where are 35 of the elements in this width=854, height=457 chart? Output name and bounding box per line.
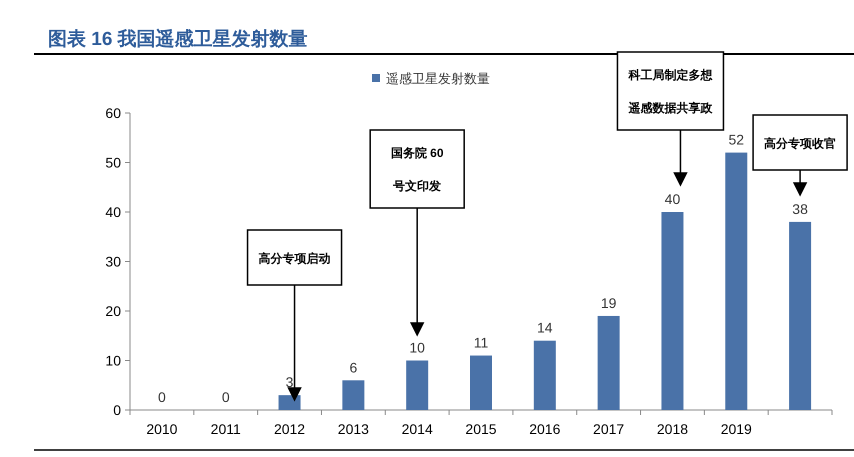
annotation: 高分专项收官 [764,136,836,150]
y-tick-label: 50 [105,154,122,170]
x-tick-label: 2013 [338,421,370,437]
data-label: 14 [537,320,553,336]
data-label: 38 [792,200,808,217]
y-tick-label: 40 [105,204,122,220]
annotation: 科工局制定多想遥感数据共享政 [616,51,724,186]
y-tick-label: 30 [105,254,122,270]
y-tick-label: 20 [105,303,122,319]
x-tick-label: 2018 [656,421,688,437]
data-label: 11 [474,334,488,351]
x-tick-label: 2011 [210,421,241,437]
x-tick-label: 2019 [720,421,752,437]
data-label: 0 [158,389,166,405]
data-label: 52 [728,132,744,148]
x-tick-label: 2012 [274,421,306,437]
data-label: 6 [349,359,358,376]
x-tick-label: 2017 [593,421,624,437]
data-label: 10 [409,340,426,356]
data-label: 40 [664,191,680,207]
annotation: 高分专项收官 [752,114,848,196]
data-label: 19 [600,294,617,311]
data-label: 3 [286,374,294,390]
x-tick-label: 2016 [529,421,561,437]
x-tick-label: 2014 [402,421,433,437]
title: 图表 16 我国遥感卫星发射数量 [48,29,308,50]
x-tick-label: 2015 [465,421,497,437]
y-tick-label: 0 [113,402,122,418]
data-label: 0 [222,389,230,405]
annotation: 国务院 60号文印发 [369,129,465,336]
legend-label: 遥感卫星发射数量 [386,71,490,86]
x-tick-label: 2010 [146,421,178,437]
y-tick-label: 60 [105,105,122,121]
annotation: 高分专项启动 [258,252,331,266]
y-tick-label: 10 [105,352,122,368]
